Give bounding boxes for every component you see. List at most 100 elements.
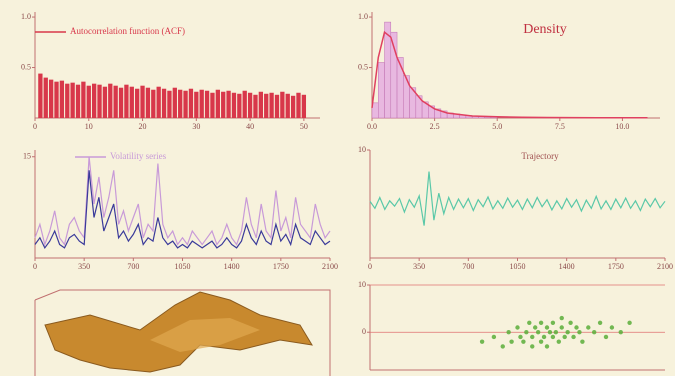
- bar: [204, 90, 210, 118]
- scatter-point: [603, 334, 609, 340]
- histogram-bar: [378, 62, 385, 119]
- scatter-point: [550, 334, 556, 340]
- series-line: [369, 171, 666, 226]
- x-tick-label: 5.0: [492, 122, 502, 131]
- bar: [70, 82, 75, 118]
- scatter-point: [527, 320, 532, 325]
- scatter-point: [515, 325, 520, 330]
- bar: [92, 83, 97, 118]
- bar: [231, 92, 237, 118]
- bar: [290, 95, 296, 118]
- surface-highlight: [150, 318, 260, 352]
- bar: [43, 77, 48, 118]
- x-tick-label: 20: [139, 122, 147, 131]
- scatter-point: [586, 325, 591, 330]
- scatter-point: [618, 330, 623, 335]
- x-tick-label: 10: [85, 122, 93, 131]
- y-tick-label: 10: [358, 280, 366, 289]
- bar: [237, 93, 242, 118]
- bar: [81, 81, 86, 118]
- bar: [247, 92, 253, 118]
- bar: [178, 89, 183, 118]
- scatter-point: [518, 334, 523, 340]
- scatter-point: [535, 330, 541, 335]
- bar: [296, 92, 301, 118]
- scatter-point: [521, 339, 526, 344]
- scatter-point: [547, 330, 553, 335]
- bar: [285, 93, 290, 118]
- x-tick-label: 2.5: [430, 122, 440, 131]
- chart-title: Trajectory: [521, 151, 559, 161]
- scatter-point: [524, 330, 529, 335]
- bar: [258, 91, 263, 118]
- bar: [135, 88, 140, 118]
- scatter-point: [559, 315, 564, 321]
- bar: [269, 92, 274, 118]
- x-tick-label: 0.0: [367, 122, 377, 131]
- scatter-point: [580, 339, 585, 344]
- scatter-point: [544, 344, 550, 349]
- bar: [86, 85, 91, 118]
- scatter-point: [509, 339, 514, 344]
- scatter-point: [544, 325, 550, 330]
- scatter-point: [592, 330, 597, 335]
- scatter-point: [574, 325, 579, 330]
- bar: [253, 94, 258, 118]
- bar: [75, 84, 81, 118]
- x-tick-label: 50: [300, 122, 308, 131]
- bar: [48, 79, 54, 118]
- y-tick-label: 10: [358, 145, 366, 154]
- x-tick-label: 1750: [273, 262, 289, 271]
- x-tick-label: 1050: [510, 262, 526, 271]
- x-tick-label: 2100: [657, 262, 673, 271]
- bar: [161, 88, 167, 118]
- bar: [140, 85, 145, 118]
- scatter-point: [553, 330, 559, 335]
- y-tick-label: 0: [362, 327, 366, 336]
- scatter-point: [500, 344, 505, 349]
- bar: [280, 91, 285, 118]
- bar: [221, 91, 226, 118]
- x-tick-label: 0: [33, 122, 37, 131]
- bar: [113, 85, 118, 118]
- density-curve: [371, 30, 648, 119]
- bar: [264, 93, 269, 118]
- bar: [199, 89, 204, 118]
- scatter-point: [530, 344, 535, 349]
- box-frame: [34, 289, 331, 376]
- bar: [301, 94, 307, 118]
- x-tick-label: 700: [127, 262, 139, 271]
- legend-label: Volatility series: [110, 151, 167, 161]
- x-tick-label: 1050: [175, 262, 191, 271]
- bar: [124, 84, 129, 118]
- scatter-point: [479, 339, 485, 344]
- scatter-point: [491, 334, 497, 340]
- x-tick-label: 10.0: [615, 122, 629, 131]
- x-tick-label: 30: [192, 122, 200, 131]
- scatter-point: [609, 325, 615, 330]
- scatter-point: [597, 320, 603, 325]
- bar: [194, 91, 199, 118]
- bar: [210, 92, 215, 118]
- bar: [145, 87, 151, 118]
- scatter-point: [556, 339, 561, 344]
- x-tick-label: 0: [33, 262, 37, 271]
- bar: [183, 90, 188, 118]
- scatter-point: [541, 334, 547, 340]
- bar: [274, 94, 280, 118]
- x-tick-label: 350: [413, 262, 425, 271]
- x-tick-label: 350: [78, 262, 90, 271]
- bar: [151, 89, 156, 118]
- bar: [118, 87, 124, 118]
- x-tick-label: 1750: [608, 262, 624, 271]
- series-line: [34, 170, 331, 250]
- bar: [108, 83, 113, 118]
- scatter-point: [568, 320, 573, 325]
- bar: [167, 90, 172, 118]
- scatter-point: [571, 334, 576, 340]
- bar: [188, 88, 194, 118]
- x-tick-label: 1400: [559, 262, 575, 271]
- y-tick-label: 0.5: [21, 62, 31, 71]
- scatter-point: [562, 334, 567, 340]
